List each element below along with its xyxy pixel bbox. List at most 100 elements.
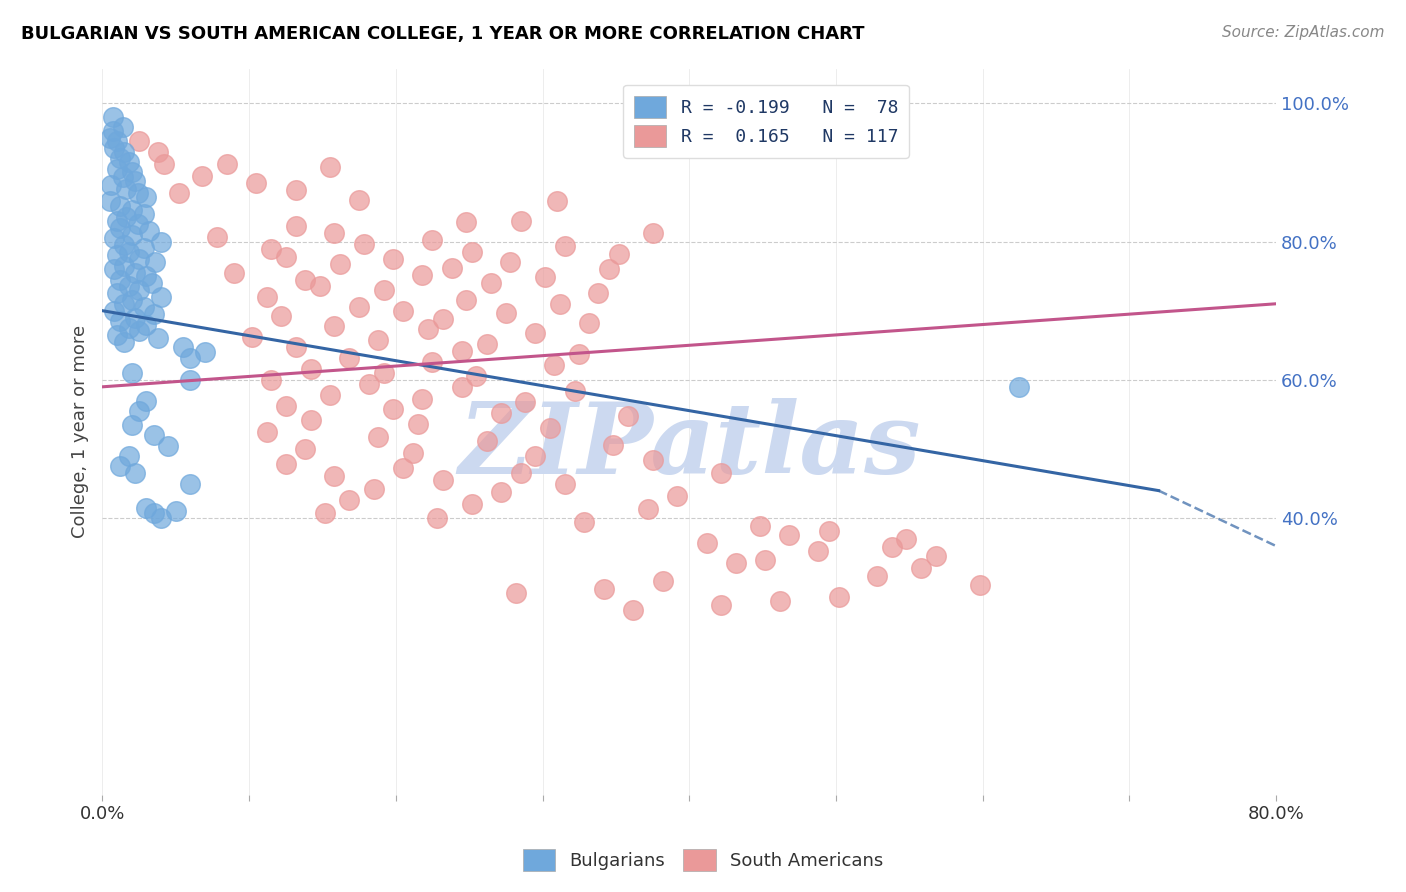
Point xyxy=(121,293,143,308)
Text: BULGARIAN VS SOUTH AMERICAN COLLEGE, 1 YEAR OR MORE CORRELATION CHART: BULGARIAN VS SOUTH AMERICAN COLLEGE, 1 Y… xyxy=(21,25,865,43)
Point xyxy=(491,485,513,500)
Point xyxy=(696,536,718,550)
Point xyxy=(135,500,157,515)
Point xyxy=(381,401,404,416)
Point xyxy=(108,314,131,328)
Point xyxy=(114,238,136,252)
Point xyxy=(274,250,297,264)
Point xyxy=(128,134,150,148)
Point xyxy=(866,569,889,583)
Point xyxy=(240,330,263,344)
Point xyxy=(127,217,149,231)
Point xyxy=(294,272,316,286)
Point xyxy=(465,369,488,384)
Point xyxy=(285,219,308,233)
Point xyxy=(554,239,576,253)
Point xyxy=(543,359,565,373)
Point xyxy=(142,428,165,442)
Legend: Bulgarians, South Americans: Bulgarians, South Americans xyxy=(516,842,890,879)
Point xyxy=(105,134,128,148)
Point xyxy=(205,229,228,244)
Point xyxy=(616,409,638,423)
Point xyxy=(432,312,454,326)
Point xyxy=(406,417,429,432)
Point xyxy=(623,602,645,616)
Point xyxy=(111,170,134,185)
Point xyxy=(105,286,128,301)
Point xyxy=(323,226,346,240)
Point xyxy=(319,160,342,174)
Point xyxy=(100,178,122,192)
Point xyxy=(666,489,689,503)
Point xyxy=(118,321,141,335)
Point xyxy=(103,262,125,277)
Point xyxy=(353,237,375,252)
Point xyxy=(105,248,128,262)
Point xyxy=(725,556,748,570)
Point xyxy=(172,340,194,354)
Point xyxy=(150,235,173,249)
Point xyxy=(651,574,673,588)
Text: ZIPatlas: ZIPatlas xyxy=(458,398,921,494)
Point xyxy=(143,255,166,269)
Point xyxy=(461,244,484,259)
Point xyxy=(422,355,444,369)
Point xyxy=(274,399,297,413)
Point xyxy=(367,430,389,444)
Point xyxy=(167,186,190,200)
Point xyxy=(637,501,659,516)
Point xyxy=(598,262,620,277)
Point xyxy=(142,506,165,520)
Point xyxy=(114,297,136,311)
Point xyxy=(285,183,308,197)
Point xyxy=(392,461,415,475)
Point xyxy=(165,504,187,518)
Point xyxy=(426,510,449,524)
Point xyxy=(969,578,991,592)
Point xyxy=(641,453,664,467)
Point xyxy=(121,165,143,179)
Point xyxy=(194,345,217,359)
Point xyxy=(124,467,146,481)
Point xyxy=(411,268,433,283)
Point xyxy=(157,439,180,453)
Point xyxy=(479,276,502,290)
Point xyxy=(103,303,125,318)
Point xyxy=(132,300,155,314)
Point xyxy=(586,285,609,300)
Point xyxy=(499,254,522,268)
Point xyxy=(513,395,536,409)
Point xyxy=(495,306,517,320)
Point xyxy=(817,524,839,538)
Point xyxy=(416,322,439,336)
Point xyxy=(509,213,531,227)
Point xyxy=(754,553,776,567)
Point xyxy=(111,120,134,135)
Point xyxy=(373,283,395,297)
Point xyxy=(98,130,121,145)
Point xyxy=(329,257,352,271)
Point xyxy=(260,373,283,387)
Point xyxy=(432,473,454,487)
Point xyxy=(828,590,851,604)
Point xyxy=(778,528,800,542)
Point xyxy=(114,145,136,159)
Point xyxy=(450,343,472,358)
Point xyxy=(135,190,157,204)
Point xyxy=(114,259,136,273)
Point xyxy=(373,366,395,380)
Point xyxy=(245,176,267,190)
Point xyxy=(807,544,830,558)
Point xyxy=(337,351,360,365)
Point xyxy=(217,157,239,171)
Point xyxy=(323,469,346,483)
Point xyxy=(299,361,322,376)
Point xyxy=(337,493,360,508)
Point xyxy=(475,434,498,448)
Point xyxy=(546,194,568,209)
Point xyxy=(602,438,624,452)
Text: Source: ZipAtlas.com: Source: ZipAtlas.com xyxy=(1222,25,1385,40)
Point xyxy=(450,380,472,394)
Point xyxy=(564,384,586,398)
Point xyxy=(548,297,571,311)
